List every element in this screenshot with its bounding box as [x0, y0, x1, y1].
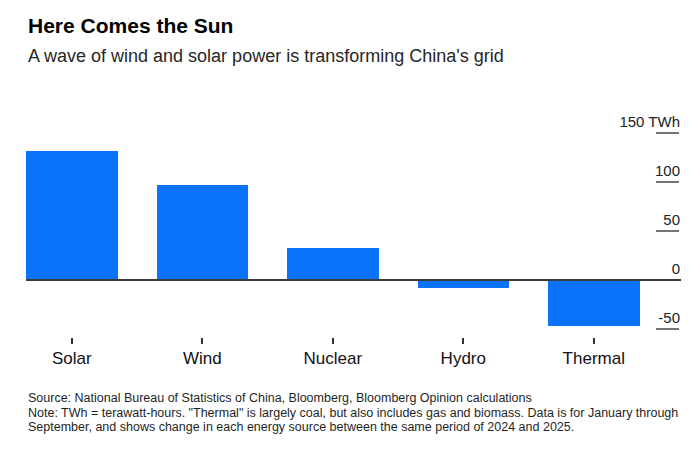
chart-footer: Source: National Bureau of Statistics of… — [28, 391, 692, 435]
x-axis-tick-solar — [71, 338, 73, 344]
x-axis-label-solar: Solar — [7, 349, 137, 369]
source-line: Source: National Bureau of Statistics of… — [28, 391, 692, 406]
bar-nuclear — [287, 248, 379, 280]
y-axis-label--50: -50 — [658, 309, 680, 326]
x-axis-label-thermal: Thermal — [529, 349, 659, 369]
x-axis-tick-nuclear — [332, 338, 334, 344]
y-axis-label-150: 150 TWh — [619, 113, 680, 130]
y-axis-tick-50 — [656, 230, 679, 232]
bar-hydro — [418, 280, 510, 288]
y-axis-tick--50 — [656, 328, 679, 330]
bar-wind — [157, 185, 249, 280]
x-axis-label-wind: Wind — [137, 349, 267, 369]
y-axis-label-50: 50 — [663, 211, 680, 228]
x-axis-tick-hydro — [462, 338, 464, 344]
y-axis-tick-100 — [656, 181, 679, 183]
bar-chart-plot-area: 150 TWh 100 50 0 -50 SolarWindNuclearHydroThe… — [0, 0, 700, 452]
bar-solar — [26, 151, 118, 280]
bar-thermal — [548, 280, 640, 326]
x-axis-tick-thermal — [593, 338, 595, 344]
y-axis-tick-150 — [656, 132, 679, 134]
x-axis-label-hydro: Hydro — [398, 349, 528, 369]
chart-figure: Here Comes the Sun A wave of wind and so… — [0, 0, 700, 452]
x-axis-tick-wind — [201, 338, 203, 344]
x-axis-label-nuclear: Nuclear — [268, 349, 398, 369]
y-axis-label-0: 0 — [672, 260, 680, 277]
note-line: Note: TWh = terawatt-hours. "Thermal" is… — [28, 406, 692, 435]
x-axis-zero-line — [26, 279, 681, 281]
y-axis-label-100: 100 — [655, 162, 680, 179]
